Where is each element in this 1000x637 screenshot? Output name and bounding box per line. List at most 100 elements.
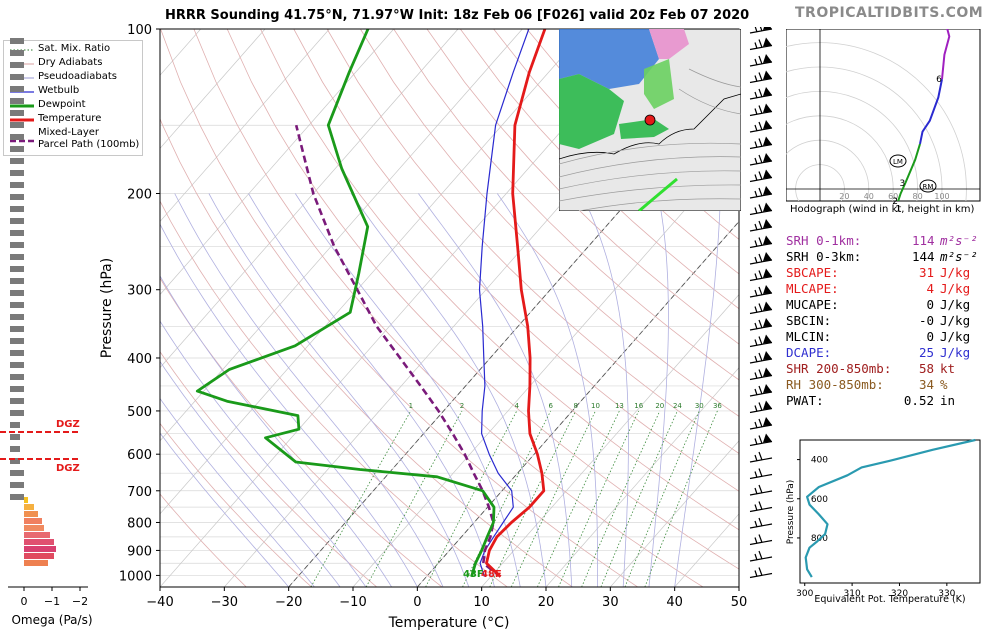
omega-bar-colored	[24, 553, 54, 559]
moist-adiabat	[350, 193, 547, 587]
omega-bar	[10, 98, 24, 104]
hodograph-ring-label: 100	[934, 192, 949, 201]
barb-feather	[754, 405, 758, 412]
wind-barb	[749, 351, 773, 364]
pwat-label: PWAT:	[786, 393, 824, 408]
barb-staff	[749, 275, 773, 282]
wind-barb	[749, 400, 773, 414]
omega-tick-label-0: 0	[21, 595, 28, 608]
hodograph-height-label: 2	[892, 197, 898, 207]
barb-feather	[754, 256, 758, 264]
barb-feather	[754, 240, 758, 247]
mixing-ratio-line	[537, 410, 620, 587]
wind-barb	[749, 384, 773, 397]
pressure-tick-label: 300	[127, 284, 152, 299]
barb-feather	[758, 336, 763, 345]
barb-staff	[749, 160, 773, 166]
isotherm-line	[160, 29, 459, 369]
temp-tick-label: −40	[146, 595, 173, 610]
dgz-label-top: DGZ	[56, 419, 80, 430]
hodograph-segment	[897, 143, 921, 201]
omega-bar-colored	[24, 518, 42, 524]
sbcape-value: 31	[918, 265, 934, 280]
barb-feather	[758, 138, 763, 147]
dry-adiabat	[393, 29, 739, 381]
barb-feather	[754, 306, 758, 313]
hodograph-frame	[786, 29, 981, 202]
omega-bar	[10, 398, 24, 404]
barb-feather	[754, 322, 758, 330]
map-coast	[559, 93, 741, 160]
barb-flag	[763, 351, 772, 360]
omega-bar	[10, 146, 24, 152]
barb-feather	[758, 237, 763, 246]
barb-staff	[749, 209, 773, 216]
hodograph-ring-label: 60	[888, 192, 898, 201]
barb-flag	[763, 169, 772, 179]
mlcin-label: MLCIN:	[786, 329, 832, 344]
barb-feather	[754, 273, 758, 280]
theta-e-line	[804, 438, 976, 578]
temp-tick-label: 20	[538, 595, 555, 610]
theta-e-xtick-label: 320	[891, 589, 908, 599]
omega-bar	[10, 194, 24, 200]
barb-feather	[758, 72, 763, 81]
mixing-ratio-label: 8	[573, 402, 577, 410]
srh-01-label: SRH 0-1km:	[786, 233, 862, 248]
wind-barb	[749, 169, 773, 183]
barb-flag	[763, 384, 772, 393]
omega-bar-colored	[24, 532, 50, 538]
barb-feather	[754, 487, 758, 495]
dry-adiabat	[160, 422, 312, 587]
temp-tick-label: −20	[275, 595, 302, 610]
temp-tick-label: 40	[666, 595, 683, 610]
wind-barb	[749, 567, 773, 579]
omega-bar	[10, 74, 24, 80]
barb-feather	[758, 303, 763, 312]
barb-feather	[754, 421, 758, 429]
map-inset	[559, 29, 741, 211]
hodograph-rings	[786, 29, 980, 201]
barb-feather	[754, 190, 758, 198]
hodograph-ring-label: 40	[864, 192, 874, 201]
dcape-value: 25	[918, 345, 934, 360]
barb-feather	[754, 372, 758, 379]
barb-feather	[758, 484, 763, 494]
barb-feather	[754, 75, 758, 82]
omega-bar-colored	[24, 546, 56, 552]
sbcin-unit: J/kg	[940, 313, 971, 328]
omega-bar	[10, 410, 24, 416]
barb-feather	[754, 355, 758, 363]
theta-e-frame	[799, 439, 981, 584]
mucape-value: 0	[926, 297, 934, 312]
dewpoint-line	[195, 29, 496, 578]
indices-block: SRH 0-1km: 114 m²s⁻² SRH 0-3km: 144 m²s⁻…	[786, 233, 996, 413]
location-marker	[644, 114, 656, 126]
theta-e-ytick-label: 400	[811, 456, 828, 466]
hodograph-ring-label: 20	[839, 192, 849, 201]
omega-bar	[10, 290, 24, 296]
legend-label-satmix: Sat. Mix. Ratio	[38, 43, 111, 54]
barb-staff	[749, 440, 773, 447]
mlcape-label: MLCAPE:	[786, 281, 839, 296]
barb-staff	[749, 44, 773, 51]
brand-logo[interactable]: TROPICALTIDBITS.COM	[795, 5, 984, 21]
omega-tick-label-2: −2	[72, 595, 88, 608]
barb-flag	[763, 219, 772, 228]
srh-01-value: 114	[912, 233, 935, 248]
map-isobars	[559, 68, 741, 211]
parcel-path-line	[294, 124, 502, 578]
rh-unit: %	[940, 377, 948, 392]
moist-adiabat	[160, 320, 367, 587]
moist-adiabat	[160, 275, 392, 587]
dry-adiabat	[226, 29, 739, 570]
mixing-ratio-line	[310, 410, 412, 587]
surface-temp-label: 48F	[481, 569, 502, 580]
omega-bar	[10, 422, 20, 428]
moist-adiabat	[174, 193, 444, 587]
map-front	[638, 177, 678, 211]
map-precip-blue	[559, 29, 659, 89]
mlcape-value: 4	[926, 281, 934, 296]
omega-bar	[10, 38, 24, 44]
temp-tick-label: 10	[473, 595, 490, 610]
